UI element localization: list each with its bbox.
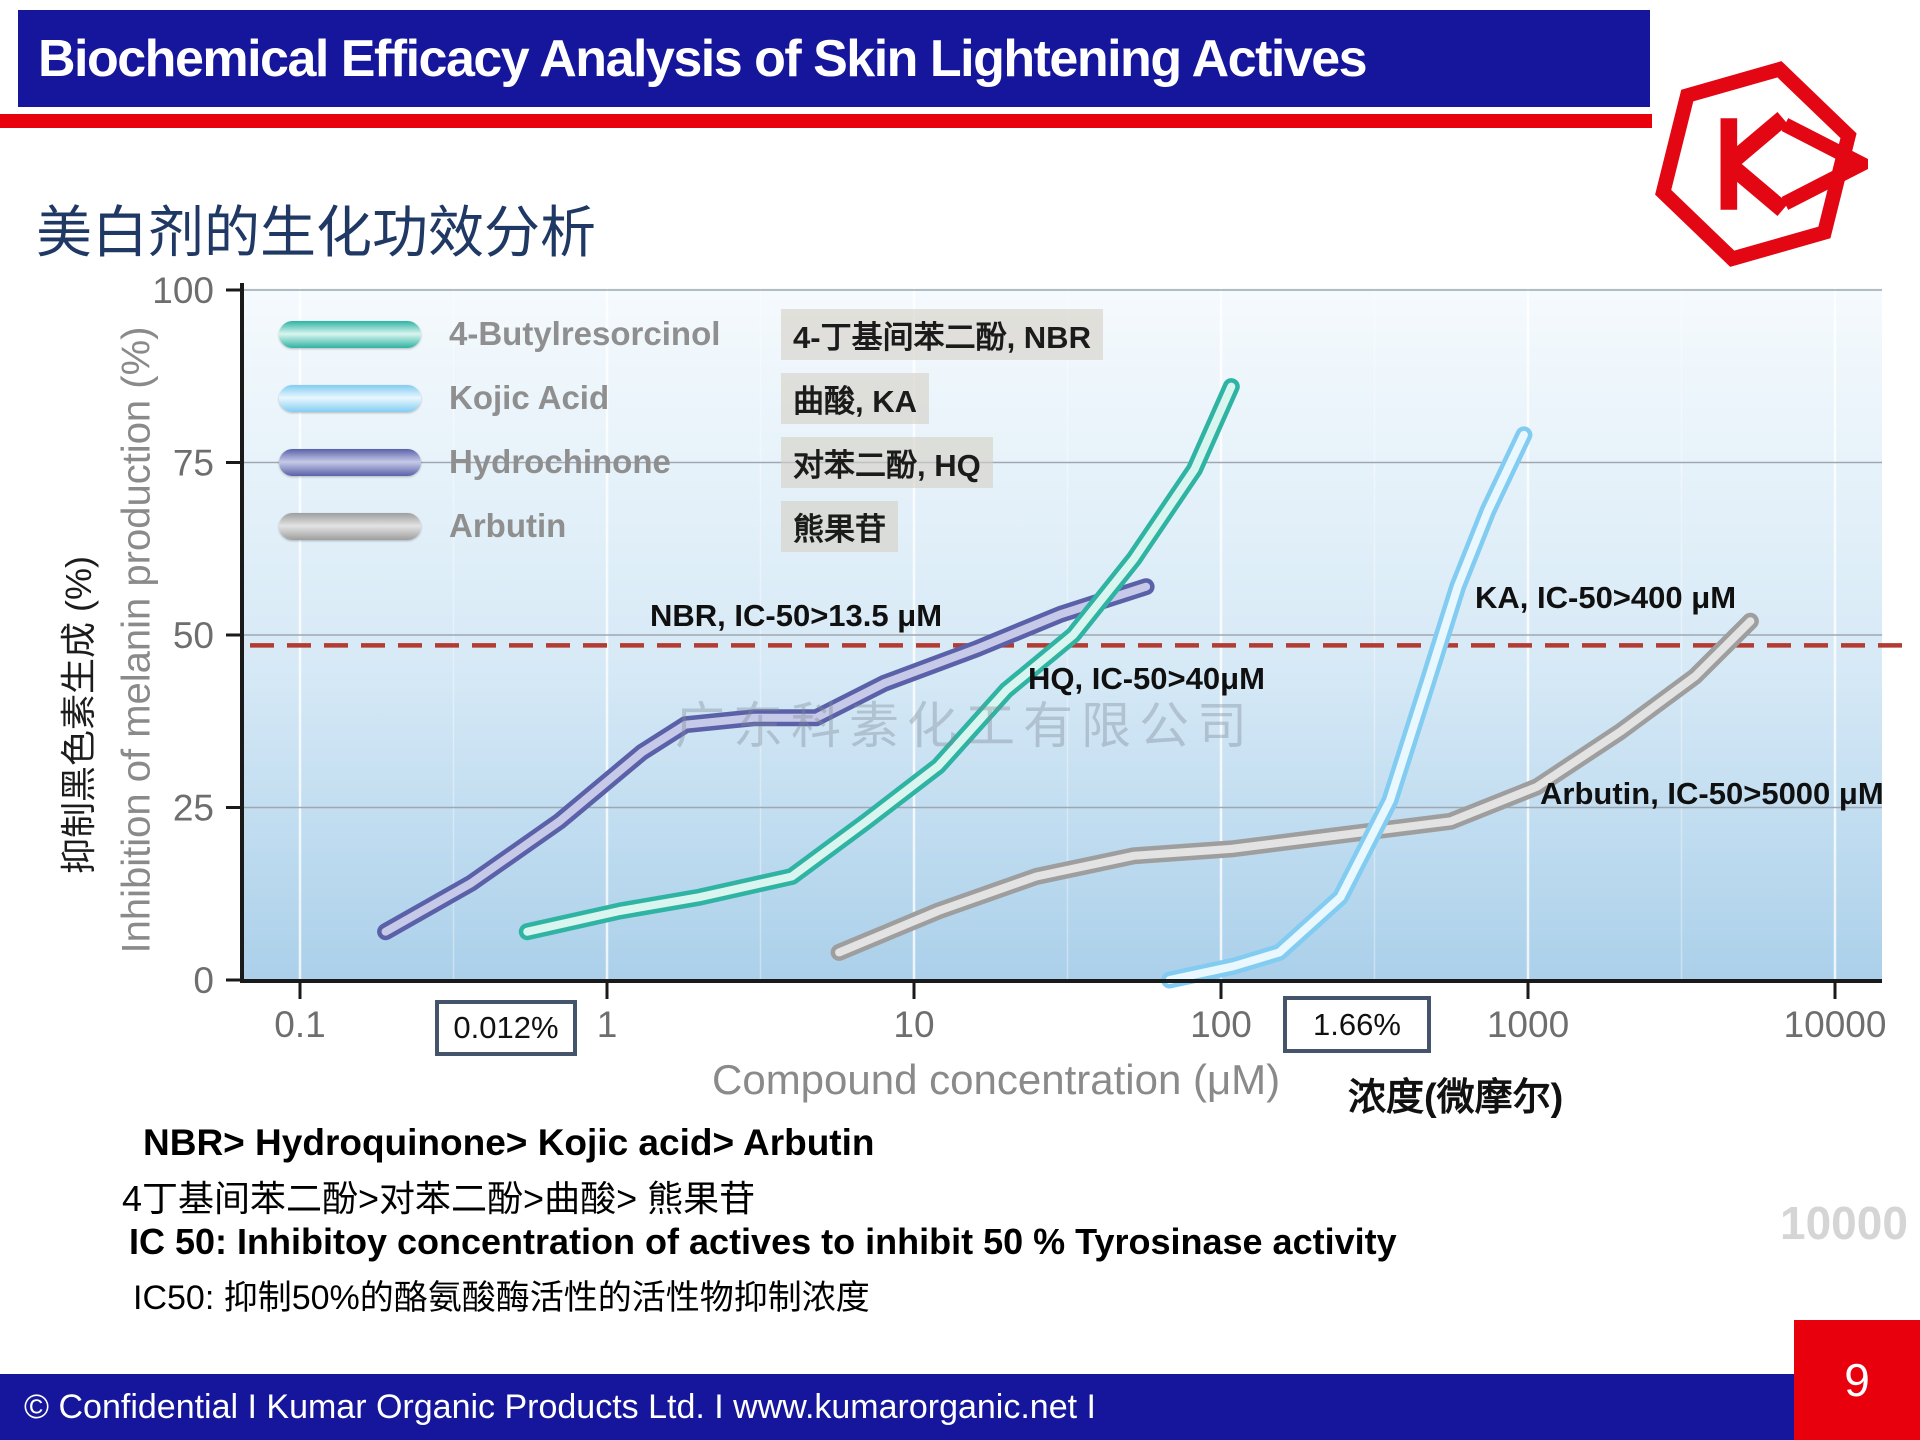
summary-ranking-en: NBR> Hydroquinone> Kojic acid> Arbutin	[143, 1122, 875, 1163]
svg-text:75: 75	[173, 443, 214, 484]
svg-text:0: 0	[193, 960, 214, 1001]
callout-nbr-percent: 0.012%	[435, 1000, 577, 1056]
annotation-hq-ic50: HQ, IC-50>40μM	[1028, 661, 1265, 696]
watermark: 广东科素化工有限公司	[675, 698, 1255, 754]
legend-label-zh: 对苯二酚, HQ	[781, 436, 993, 488]
annotation-ka-ic50: KA, IC-50>400 μM	[1475, 580, 1737, 615]
legend-label-zh: 4-丁基间苯二酚, NBR	[781, 308, 1103, 360]
ghost-artifact-text: 10000	[1780, 1197, 1908, 1249]
legend-label-en: 4-Butylresorcinol	[449, 315, 721, 352]
annotation-nbr-ic50: NBR, IC-50>13.5 μM	[650, 598, 943, 633]
summary-ic50-definition-zh: IC50: 抑制50%的酪氨酸酶活性的活性物抑制浓度	[133, 1279, 870, 1317]
legend-label-zh: 熊果苷	[781, 500, 898, 552]
svg-text:0.1: 0.1	[274, 1004, 325, 1045]
summary-ranking-zh: 4丁基间苯二酚>对苯二酚>曲酸> 熊果苷	[122, 1178, 756, 1219]
x-axis-label-en: Compound concentration (μM)	[712, 1056, 1281, 1103]
svg-text:25: 25	[173, 788, 214, 829]
chart-legend: 4-Butylresorcinol 4-丁基间苯二酚, NBR Kojic Acid…	[279, 302, 1103, 558]
legend-item-arbutin: Arbutin 熊果苷	[279, 494, 1103, 558]
y-axis-label-en: Inhibition of melanin production (%)	[114, 326, 159, 954]
legend-swatch-ka	[279, 384, 421, 412]
efficacy-chart: 0.1 1 10 100 1000 10000 0 25 50 75 100	[152, 270, 1908, 1045]
subtitle-chinese: 美白剂的生化功效分析	[36, 203, 596, 265]
header-bar: Biochemical Efficacy Analysis of Skin Li…	[18, 10, 1650, 107]
summary-ic50-definition-en: IC 50: Inhibitoy concentration of active…	[129, 1221, 1397, 1262]
red-rule	[0, 114, 1652, 128]
legend-label-zh: 曲酸, KA	[781, 372, 929, 424]
legend-label-en: Arbutin	[449, 507, 567, 544]
svg-text:1000: 1000	[1487, 1004, 1569, 1045]
slide-title: Biochemical Efficacy Analysis of Skin Li…	[38, 29, 1368, 88]
svg-text:10: 10	[893, 1004, 934, 1045]
page-number: 9	[1844, 1354, 1870, 1406]
svg-text:10000: 10000	[1784, 1004, 1887, 1045]
footer-text: © Confidential I Kumar Organic Products …	[24, 1387, 1096, 1426]
legend-label-en: Kojic Acid	[449, 379, 610, 416]
legend-item-nbr: 4-Butylresorcinol 4-丁基间苯二酚, NBR	[279, 302, 1103, 366]
svg-text:100: 100	[1190, 1004, 1252, 1045]
svg-text:1: 1	[597, 1004, 618, 1045]
legend-swatch-hq	[279, 448, 421, 476]
legend-item-hq: Hydrochinone 对苯二酚, HQ	[279, 430, 1103, 494]
legend-swatch-nbr	[279, 320, 421, 348]
annotation-arbutin-ic50: Arbutin, IC-50>5000 μM	[1540, 776, 1884, 811]
legend-swatch-arbutin	[279, 512, 421, 540]
x-axis-label-zh: 浓度(微摩尔)	[1348, 1077, 1564, 1119]
footer-bar: © Confidential I Kumar Organic Products …	[0, 1374, 1920, 1440]
page-number-box: 9	[1794, 1320, 1920, 1440]
callout-ka-percent: 1.66%	[1283, 996, 1431, 1053]
kumar-logo	[1655, 61, 1868, 267]
svg-text:100: 100	[152, 270, 214, 311]
legend-label-en: Hydrochinone	[449, 443, 671, 480]
y-axis-label-zh: 抑制黑色素生成 (%)	[58, 556, 99, 874]
legend-item-ka: Kojic Acid 曲酸, KA	[279, 366, 1103, 430]
svg-text:50: 50	[173, 615, 214, 656]
